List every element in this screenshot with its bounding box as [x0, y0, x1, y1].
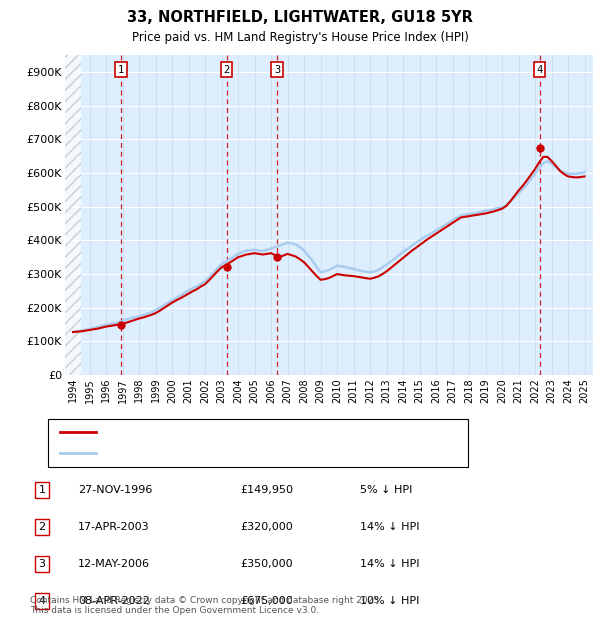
Text: 2: 2 [223, 64, 230, 74]
Text: 08-APR-2022: 08-APR-2022 [78, 596, 150, 606]
Text: 14% ↓ HPI: 14% ↓ HPI [360, 559, 419, 569]
Text: 12-MAY-2006: 12-MAY-2006 [78, 559, 150, 569]
Text: £320,000: £320,000 [240, 522, 293, 532]
Text: 3: 3 [274, 64, 280, 74]
Text: 1: 1 [38, 485, 46, 495]
Text: £675,000: £675,000 [240, 596, 293, 606]
Text: £350,000: £350,000 [240, 559, 293, 569]
Text: 27-NOV-1996: 27-NOV-1996 [78, 485, 152, 495]
Text: 5% ↓ HPI: 5% ↓ HPI [360, 485, 412, 495]
Text: 10% ↓ HPI: 10% ↓ HPI [360, 596, 419, 606]
Text: £149,950: £149,950 [240, 485, 293, 495]
Text: 4: 4 [38, 596, 46, 606]
Bar [65, 55, 82, 375]
Text: 4: 4 [536, 64, 542, 74]
Text: 2: 2 [38, 522, 46, 532]
Text: HPI: Average price, detached house, Surrey Heath: HPI: Average price, detached house, Surr… [102, 448, 364, 458]
Text: Price paid vs. HM Land Registry's House Price Index (HPI): Price paid vs. HM Land Registry's House … [131, 30, 469, 43]
Text: 1: 1 [118, 64, 124, 74]
Text: 33, NORTHFIELD, LIGHTWATER, GU18 5YR: 33, NORTHFIELD, LIGHTWATER, GU18 5YR [127, 11, 473, 25]
Text: 33, NORTHFIELD, LIGHTWATER, GU18 5YR (detached house): 33, NORTHFIELD, LIGHTWATER, GU18 5YR (de… [102, 427, 415, 437]
Text: Contains HM Land Registry data © Crown copyright and database right 2025.
This d: Contains HM Land Registry data © Crown c… [30, 596, 382, 615]
Text: 17-APR-2003: 17-APR-2003 [78, 522, 149, 532]
Text: 14% ↓ HPI: 14% ↓ HPI [360, 522, 419, 532]
Text: 3: 3 [38, 559, 46, 569]
